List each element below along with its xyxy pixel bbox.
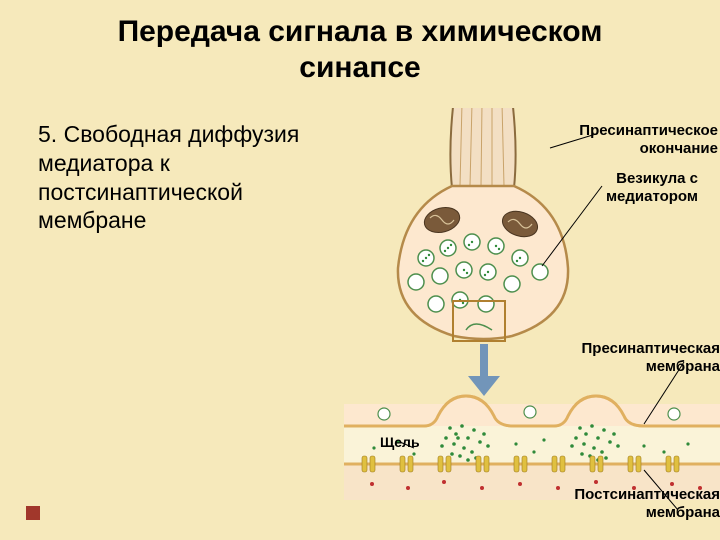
axon (450, 108, 515, 188)
title-line-2: синапсе (299, 51, 420, 84)
slide-title: Передача сигнала в химическом синапсе (0, 0, 720, 86)
slide: Передача сигнала в химическом синапсе 5.… (0, 0, 720, 540)
body-text: 5. Свободная диффузия медиатора к постси… (38, 120, 328, 235)
label-postsynaptic-membrane: Постсинаптическая мембрана (530, 486, 720, 522)
step-number: 5. (38, 121, 57, 147)
label-vesicle: Везикула с медиатором (578, 170, 698, 206)
step-text: Свободная диффузия медиатора к постсинап… (38, 121, 299, 233)
label-presynaptic-ending: Пресинаптическое окончание (548, 122, 718, 158)
footer-accent-square (26, 506, 40, 520)
label-cleft: Щель (380, 434, 440, 451)
synapse-diagram: Пресинаптическое окончание Везикула с ме… (344, 108, 720, 540)
label-presynaptic-membrane: Пресинаптическая мембрана (550, 340, 720, 376)
highlight-box (452, 300, 506, 342)
title-line-1: Передача сигнала в химическом (118, 15, 603, 48)
